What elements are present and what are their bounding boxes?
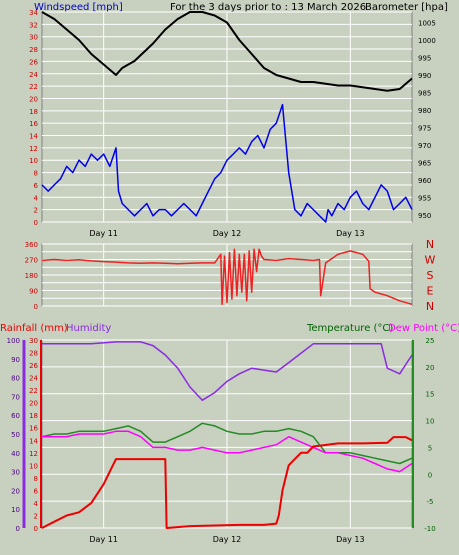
windspeed-tick-label: 26 [29,58,38,66]
humidity-tick-label: 90 [11,356,20,364]
barometer-line [41,11,413,92]
rainfall-tick-label: 12 [29,450,38,458]
windspeed-tick-label: 10 [29,157,38,165]
windspeed-tick-label: 4 [34,194,39,202]
rainfall-line [41,436,413,529]
temperature-tick-label: 15 [426,391,435,399]
barometer-tick-label: 975 [418,125,431,133]
humidity-line [42,341,413,401]
temperature-tick-label: 0 [428,471,432,479]
compass-label: E [427,285,434,298]
direction-tick-label: 360 [25,241,38,249]
barometer-tick-label: 990 [418,72,431,80]
barometer-tick-label: 985 [418,90,431,98]
windspeed-tick-label: 32 [29,21,38,29]
windspeed-tick-label: 8 [34,170,38,178]
rainfall-tick-label: 20 [29,400,38,408]
barometer-tick-label: 970 [418,142,431,150]
rainfall-tick-label: 0 [34,525,38,533]
windspeed-tick-label: 30 [29,34,38,42]
windspeed-tick-label: 6 [34,182,39,190]
rainfall-tick-label: 30 [29,337,38,345]
barometer-tick-label: 955 [418,195,431,203]
humidity-tick-label: 60 [11,412,20,420]
humidity-tick-label: 80 [11,375,20,383]
direction-tick-label: 90 [29,288,38,296]
rainfall-tick-label: 14 [29,437,38,445]
humidity-tick-label: 70 [11,393,20,401]
barometer-tick-label: 950 [418,212,431,220]
windspeed-tick-label: 24 [29,71,38,79]
barometer-tick-label: 960 [418,177,431,185]
temperature-tick-label: 25 [426,337,435,345]
barometer-tick-label: 980 [418,107,431,115]
humidity-axis-title: Humidity [66,323,111,334]
wind-day-label: Day 11 [89,229,118,238]
rainfall-tick-label: 28 [29,350,38,358]
windspeed-tick-label: 34 [29,9,38,17]
direction-tick-label: 180 [25,272,38,280]
barometer-tick-label: 1000 [418,37,436,45]
direction-tick-label: 270 [25,257,38,265]
humidity-tick-label: 0 [16,525,20,533]
rain-day-label: Day 13 [336,535,365,544]
windspeed-tick-label: 16 [29,120,38,128]
barometer-tick-label: 965 [418,160,431,168]
barometer-tick-label: 1005 [418,20,436,28]
rainfall-tick-label: 10 [29,462,38,470]
chart-period-title: For the 3 days prior to : 13 March 2026 [170,2,366,13]
temperature-line [41,422,413,465]
rainfall-tick-label: 6 [34,487,39,495]
dewpoint-line [42,430,413,473]
rainfall-tick-label: 8 [34,475,38,483]
humidity-tick-label: 40 [11,450,20,458]
compass-label: S [427,269,434,282]
temperature-tick-label: 5 [428,444,432,452]
temperature-tick-label: -10 [424,525,435,533]
temperature-tick-label: 10 [426,418,435,426]
direction-line [41,248,413,306]
windspeed-tick-label: 18 [29,108,38,116]
windspeed-axis-title: Windspeed [mph] [34,2,123,13]
rainfall-tick-label: 26 [29,362,38,370]
windspeed-tick-label: 28 [29,46,38,54]
compass-label: N [426,238,434,251]
humidity-tick-label: 20 [11,487,20,495]
humidity-tick-label: 50 [11,431,20,439]
rain-day-label: Day 12 [213,535,242,544]
temperature-axis-title: Temperature (°C) [306,323,393,334]
rainfall-tick-label: 2 [34,512,38,520]
direction-tick-label: 0 [34,303,38,311]
humidity-tick-label: 10 [11,506,20,514]
rainfall-tick-label: 16 [29,425,38,433]
windspeed-tick-label: 22 [29,83,38,91]
windspeed-tick-label: 20 [29,95,38,103]
rainfall-tick-label: 24 [29,375,38,383]
windspeed-tick-label: 12 [29,145,38,153]
windspeed-tick-label: 0 [34,219,38,227]
rain-day-label: Day 11 [89,535,118,544]
temperature-tick-label: -5 [427,498,434,506]
dewpoint-axis-title: Dew Point (°C) [388,323,459,334]
rainfall-tick-label: 22 [29,387,38,395]
barometer-axis-title: Barometer [hpa] [365,2,448,13]
rainfall-tick-label: 18 [29,412,38,420]
compass-label: W [425,254,436,267]
humidity-tick-label: 100 [7,337,20,345]
rainfall-tick-label: 4 [34,500,39,508]
rainfall-axis-title: Rainfall (mm) [0,323,68,334]
temperature-tick-label: 20 [426,364,435,372]
windspeed-tick-label: 14 [29,133,38,141]
humidity-tick-label: 30 [11,469,20,477]
compass-label: N [426,300,434,313]
barometer-tick-label: 995 [418,55,431,63]
wind-day-label: Day 13 [336,229,365,238]
windspeed-tick-label: 2 [34,207,38,215]
windspeed-line [41,103,413,223]
wind-day-label: Day 12 [213,229,242,238]
